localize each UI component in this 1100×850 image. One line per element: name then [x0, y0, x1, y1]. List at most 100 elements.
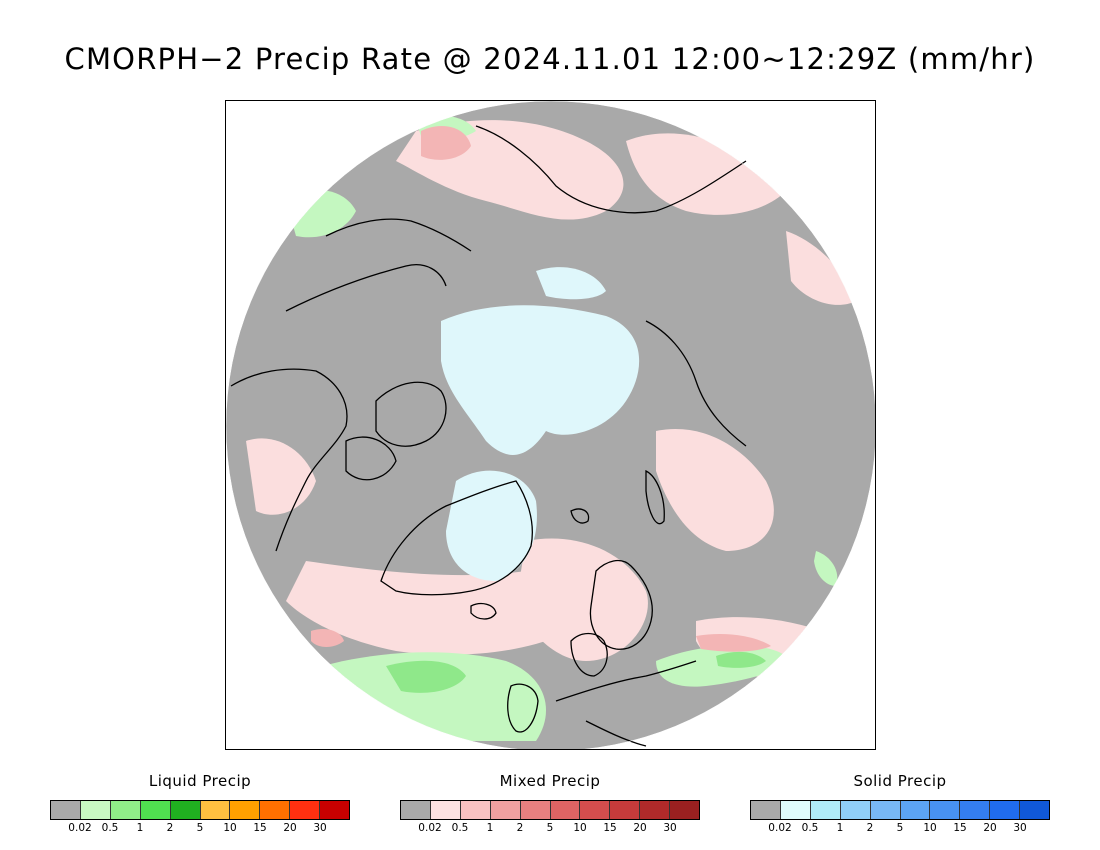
legend-swatch: [290, 801, 321, 819]
mixed-precip-region: [656, 429, 774, 551]
legend-swatch: [810, 801, 841, 819]
legend-tick-label: 0.5: [451, 822, 469, 834]
mixed-precip-region: [311, 629, 344, 647]
legend-tick-label: 1: [136, 822, 144, 834]
legend-tick-label: 1: [486, 822, 494, 834]
legend-swatch: [51, 801, 81, 819]
legend-tick-label: 2: [866, 822, 874, 834]
legend-liquid: Liquid Precip 0.02 0.5 1 2 5 10 15 20 30: [50, 772, 350, 836]
mixed-precip-region: [786, 231, 856, 305]
legend-swatch: [580, 801, 611, 819]
north-america-coastline: [285, 264, 447, 312]
legend-swatch: [610, 801, 641, 819]
legend-tick-label: 15: [253, 822, 267, 834]
legend-ticks: 0.02 0.5 1 2 5 10 15 20 30: [400, 822, 700, 836]
precip-map-svg: [226, 101, 875, 749]
legend-title: Solid Precip: [853, 772, 947, 790]
legend-swatch: [260, 801, 291, 819]
svalbard-coastline: [570, 508, 590, 524]
legend-swatch: [960, 801, 991, 819]
canadian-archipelago-coastline: [375, 381, 447, 447]
legend-swatch: [80, 801, 111, 819]
legend-title: Mixed Precip: [499, 772, 601, 790]
legend-tick-label: 0.5: [801, 822, 819, 834]
legend-swatch: [930, 801, 961, 819]
legend-title: Liquid Precip: [148, 772, 252, 790]
novaya-zemlya-coastline: [645, 469, 665, 525]
legend-tick-label: 0.02: [68, 822, 92, 834]
canadian-archipelago-coastline: [345, 436, 397, 481]
legend-tick-label: 10: [923, 822, 937, 834]
legend-ticks: 0.02 0.5 1 2 5 10 15 20 30: [750, 822, 1050, 836]
legend-tick-label: 20: [983, 822, 997, 834]
scandinavia-coastline: [589, 559, 653, 650]
legend-swatch: [520, 801, 551, 819]
legend-tick-label: 10: [573, 822, 587, 834]
iceland-coastline: [470, 602, 497, 620]
mixed-precip-region: [696, 634, 771, 652]
legend-swatch: [1020, 801, 1050, 819]
legend-swatch: [550, 801, 581, 819]
legend-colorbar: [50, 800, 350, 820]
legend-swatch: [640, 801, 671, 819]
legend-tick-label: 5: [546, 822, 554, 834]
mixed-precip-region: [516, 538, 648, 661]
alaska-coastline: [325, 218, 472, 252]
legend-swatch: [751, 801, 781, 819]
legend-mixed: Mixed Precip 0.02 0.5 1 2 5 10 15 20 30: [400, 772, 700, 836]
legend-tick-label: 30: [663, 822, 677, 834]
legend-swatch: [430, 801, 461, 819]
legend-tick-label: 30: [313, 822, 327, 834]
liquid-precip-region: [814, 551, 838, 586]
precip-field: [226, 101, 875, 749]
legend-tick-label: 0.02: [418, 822, 442, 834]
polar-map: [225, 100, 876, 750]
liquid-precip-region: [386, 660, 466, 693]
legend-tick-label: 0.02: [768, 822, 792, 834]
solid-precip-region: [446, 470, 537, 581]
legend-swatch: [990, 801, 1021, 819]
legend-swatch: [840, 801, 871, 819]
legend-tick-label: 20: [633, 822, 647, 834]
solid-precip-region: [441, 305, 640, 455]
legend-swatch: [401, 801, 431, 819]
legend-swatch: [870, 801, 901, 819]
legend-swatch: [140, 801, 171, 819]
mixed-precip-region: [286, 561, 593, 655]
legend-swatch: [670, 801, 700, 819]
legend-tick-label: 2: [516, 822, 524, 834]
legend-tick-label: 15: [603, 822, 617, 834]
legend-swatch: [490, 801, 521, 819]
greenland-coastline: [380, 480, 533, 596]
legend-tick-label: 0.5: [101, 822, 119, 834]
map-title: CMORPH−2 Precip Rate @ 2024.11.01 12:00~…: [64, 42, 1036, 76]
siberia-coastline: [645, 320, 747, 447]
legend-tick-label: 1: [836, 822, 844, 834]
north-america-coastline: [230, 368, 348, 552]
europe-coastline: [555, 660, 697, 702]
legend-swatch: [780, 801, 811, 819]
legend-solid: Solid Precip 0.02 0.5 1 2 5 10 15 20 30: [750, 772, 1050, 836]
liquid-precip-region: [716, 651, 766, 668]
legend-swatch: [900, 801, 931, 819]
british-isles-coastline: [507, 683, 539, 733]
legend-swatch: [200, 801, 231, 819]
legend-tick-label: 30: [1013, 822, 1027, 834]
legend-swatch: [320, 801, 350, 819]
europe-coastline: [585, 720, 647, 747]
legend-swatch: [110, 801, 141, 819]
legend-tick-label: 2: [166, 822, 174, 834]
legend-tick-label: 10: [223, 822, 237, 834]
legend-colorbar: [400, 800, 700, 820]
legend-tick-label: 5: [896, 822, 904, 834]
legend-colorbar: [750, 800, 1050, 820]
solid-precip-region: [536, 267, 606, 300]
legend-tick-label: 20: [283, 822, 297, 834]
mixed-precip-region: [626, 133, 786, 215]
legend-swatch: [230, 801, 261, 819]
legend-tick-label: 5: [196, 822, 204, 834]
siberia-coastline: [475, 125, 747, 214]
legend-tick-label: 15: [953, 822, 967, 834]
mixed-precip-region: [421, 126, 471, 160]
legend-swatch: [170, 801, 201, 819]
